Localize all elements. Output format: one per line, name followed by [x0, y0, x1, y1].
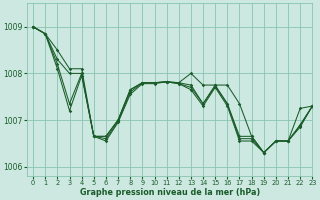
X-axis label: Graphe pression niveau de la mer (hPa): Graphe pression niveau de la mer (hPa)	[80, 188, 260, 197]
